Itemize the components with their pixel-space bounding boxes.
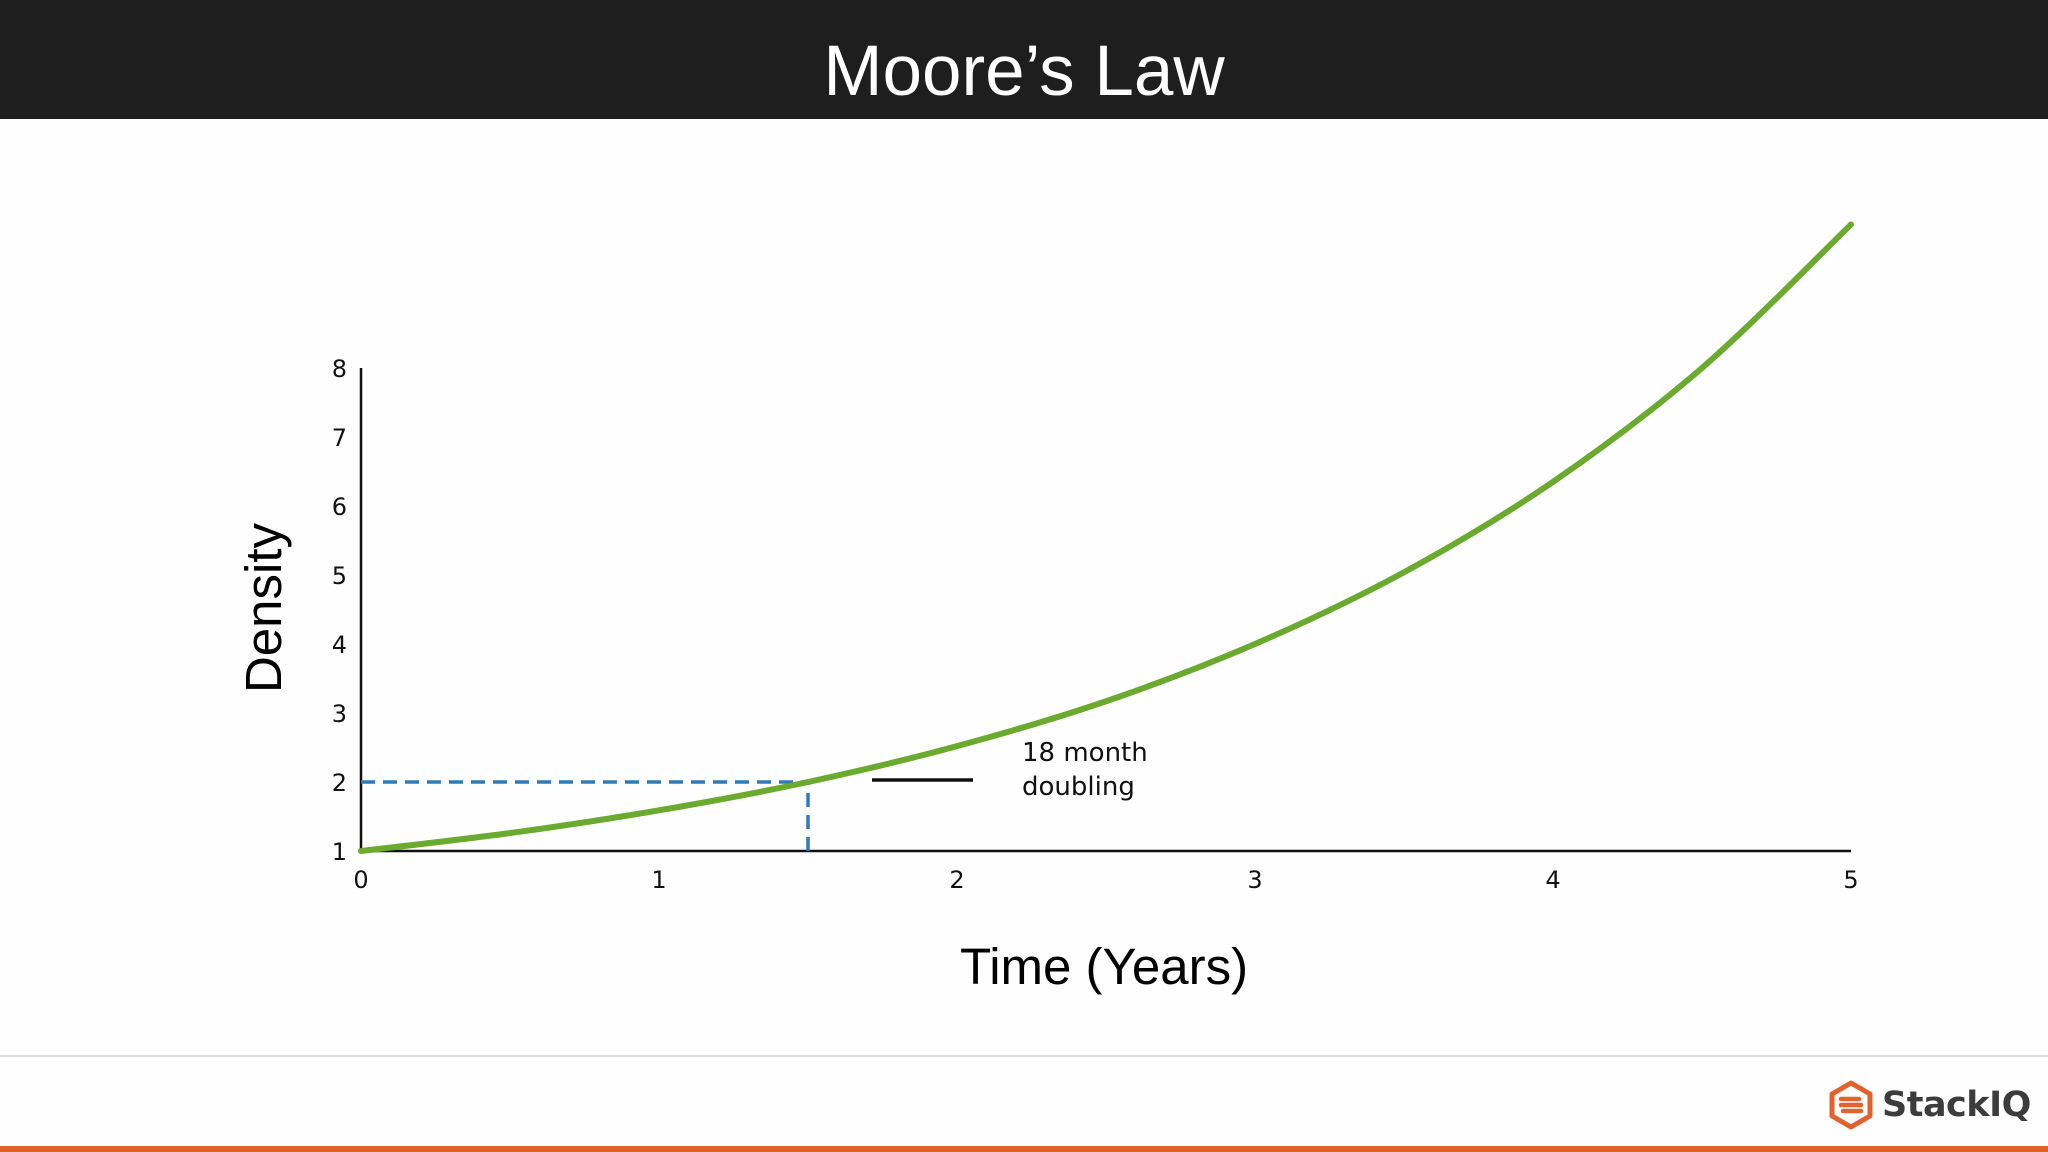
- x-tick-label: 5: [1843, 866, 1858, 894]
- footer-accent-bar: [0, 1146, 2048, 1152]
- y-tick-label: 8: [332, 355, 347, 383]
- chart-series: [358, 221, 1854, 854]
- y-tick-label: 4: [332, 631, 347, 659]
- y-tick-label: 5: [332, 562, 347, 590]
- footer-divider: [0, 1055, 2048, 1057]
- x-axis-title: Time (Years): [960, 938, 1248, 995]
- x-tick-label: 2: [949, 866, 964, 894]
- slide-title: Moore’s Law: [823, 32, 1225, 111]
- y-axis-title: Density: [235, 522, 292, 693]
- annotation-line-1: 18 month: [1022, 738, 1148, 768]
- y-tick-label: 1: [332, 838, 347, 866]
- reference-lines: [361, 780, 810, 851]
- x-tick-label: 1: [651, 866, 666, 894]
- stackiq-logo-icon: [1829, 1080, 1873, 1130]
- y-tick-label: 2: [332, 769, 347, 797]
- y-tick-label: 7: [332, 424, 347, 452]
- growth-curve: [358, 221, 1854, 854]
- x-tick-label: 3: [1247, 866, 1262, 894]
- logo-text: StackIQ: [1882, 1085, 2031, 1125]
- stackiq-logo: StackIQ: [1826, 1080, 2031, 1130]
- annotation-line-2: doubling: [1022, 772, 1135, 802]
- chart-axes: [359, 368, 1851, 853]
- title-bar: [0, 0, 2048, 119]
- x-tick-label: 4: [1545, 866, 1560, 894]
- x-tick-label: 0: [353, 866, 368, 894]
- y-tick-label: 6: [332, 493, 347, 521]
- y-tick-label: 3: [332, 700, 347, 728]
